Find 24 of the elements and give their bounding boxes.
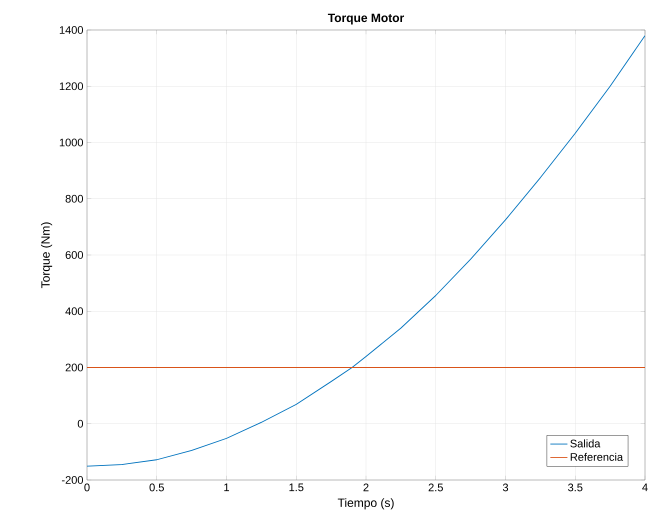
y-tick-label: 1400 [60,26,84,34]
chart-title: Torque Motor [328,14,404,24]
y-tick-label: 0 [78,420,84,428]
x-axis-title: Tiempo (s) [338,498,394,510]
legend-label: Referencia [570,452,624,461]
y-tick-label: 1200 [60,82,84,90]
y-tick-label: 200 [66,364,84,372]
x-tick-label: 3.5 [568,484,582,492]
y-tick-label: 600 [66,251,84,259]
y-axis-title: Torque (Nm) [40,222,52,288]
x-tick-label: 2 [363,484,369,492]
line-series [87,35,645,467]
y-tick-label: 1000 [60,138,84,146]
x-tick-label: 0.5 [150,484,164,492]
x-tick-label: 4 [642,484,648,492]
x-tick-label: 1 [224,484,230,492]
y-tick-label: -200 [62,476,84,484]
legend-label: Salida [570,439,600,448]
x-tick-label: 0 [84,484,90,492]
y-tick-label: 400 [65,307,84,316]
y-tick-label: 800 [66,194,84,203]
x-tick-label: 2.5 [428,484,443,492]
x-tick-label: 3 [502,484,508,492]
x-tick-label: 1.5 [289,484,304,492]
